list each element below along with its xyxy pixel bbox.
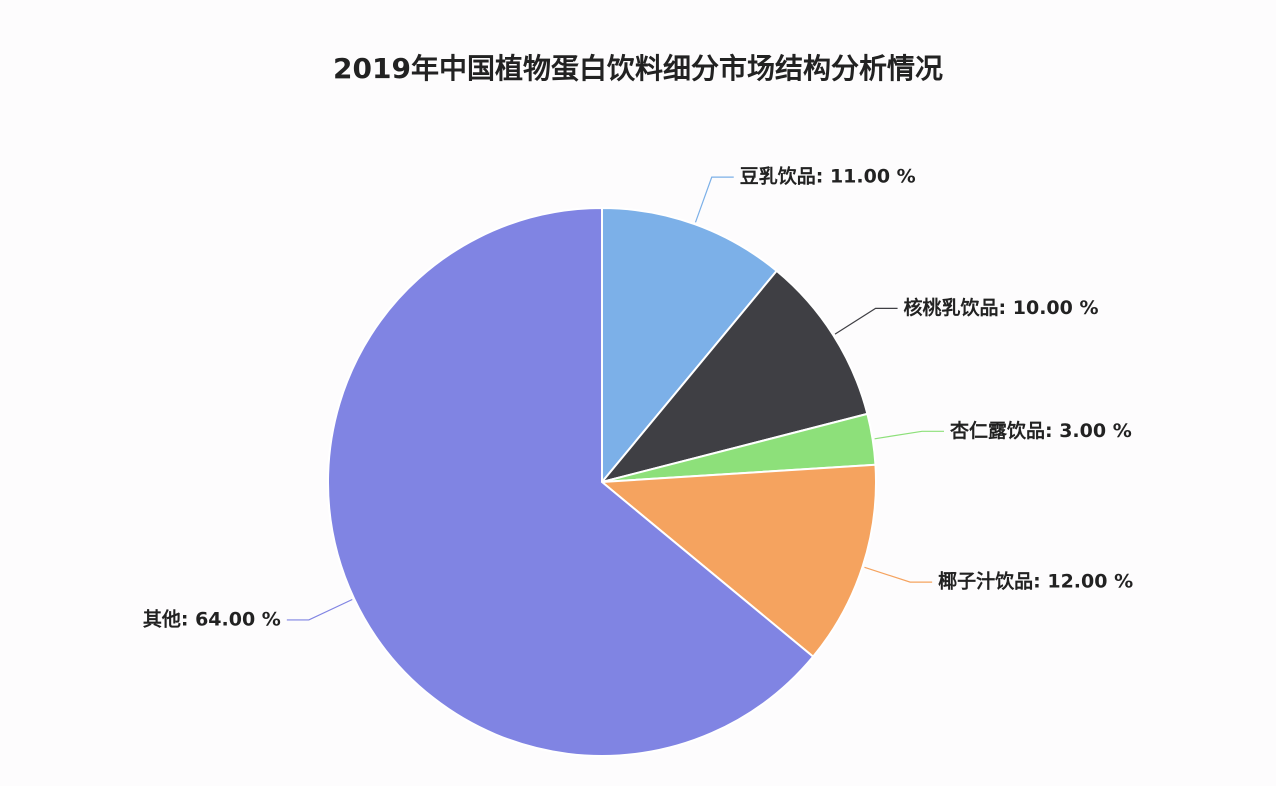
pie-slice bbox=[601, 206, 779, 485]
pie-slice bbox=[599, 463, 877, 659]
leader-line bbox=[834, 307, 898, 335]
leader-line bbox=[694, 176, 734, 223]
pie-slice bbox=[599, 269, 869, 484]
leader-line bbox=[286, 598, 353, 621]
data-label: 其他: 64.00 % bbox=[143, 607, 281, 630]
pie-slice bbox=[327, 206, 815, 757]
leader-line bbox=[874, 430, 945, 440]
chart-title: 2019年中国植物蛋白饮料细分市场结构分析情况 bbox=[333, 52, 943, 85]
data-label: 核桃乳饮品: 10.00 % bbox=[904, 296, 1099, 319]
data-label: 杏仁露饮品: 3.00 % bbox=[949, 419, 1132, 442]
data-label: 豆乳饮品: 11.00 % bbox=[740, 165, 916, 188]
leader-line bbox=[864, 566, 933, 583]
data-label: 椰子汁饮品: 12.00 % bbox=[938, 570, 1133, 593]
